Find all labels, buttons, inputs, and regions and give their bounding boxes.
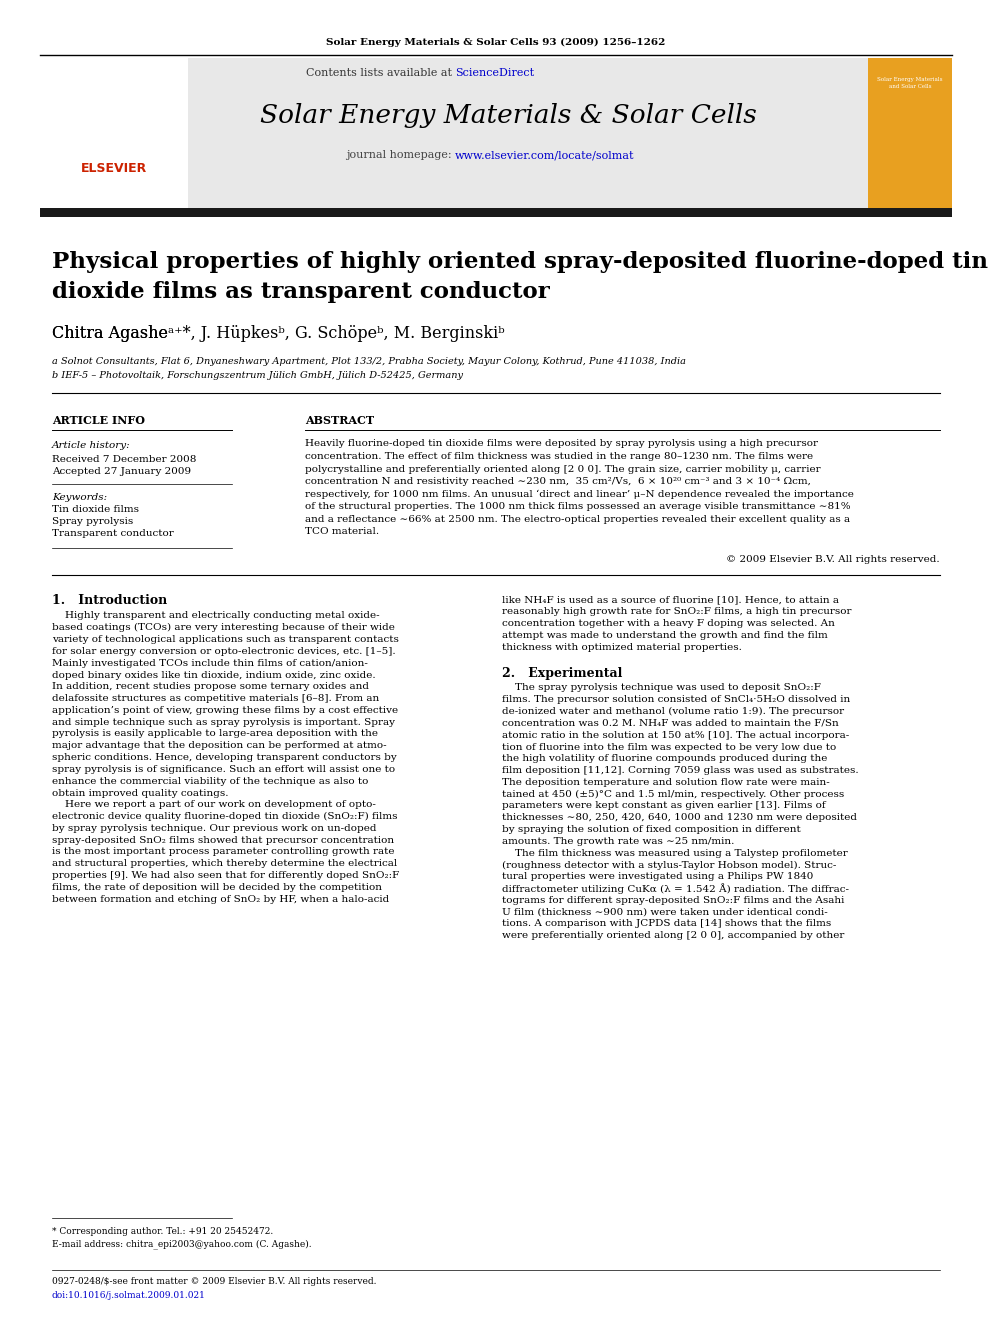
Text: spray-deposited SnO₂ films showed that precursor concentration: spray-deposited SnO₂ films showed that p… — [52, 836, 394, 844]
Text: thicknesses ∼80, 250, 420, 640, 1000 and 1230 nm were deposited: thicknesses ∼80, 250, 420, 640, 1000 and… — [502, 814, 857, 823]
Text: and a reflectance ∼66% at 2500 nm. The electro-optical properties revealed their: and a reflectance ∼66% at 2500 nm. The e… — [305, 515, 850, 524]
Text: ELSEVIER: ELSEVIER — [81, 161, 147, 175]
Text: diffractometer utilizing CuKα (λ = 1.542 Å) radiation. The diffrac-: diffractometer utilizing CuKα (λ = 1.542… — [502, 884, 849, 894]
Text: ABSTRACT: ABSTRACT — [305, 414, 374, 426]
Text: Solar Energy Materials: Solar Energy Materials — [877, 78, 942, 82]
Text: Tin dioxide films: Tin dioxide films — [52, 505, 139, 515]
Bar — [185, 58, 865, 210]
Text: films. The precursor solution consisted of SnCl₄·5H₂O dissolved in: films. The precursor solution consisted … — [502, 696, 850, 704]
Text: The deposition temperature and solution flow rate were main-: The deposition temperature and solution … — [502, 778, 829, 787]
Text: * Corresponding author. Tel.: +91 20 25452472.: * Corresponding author. Tel.: +91 20 254… — [52, 1228, 273, 1237]
Text: Received 7 December 2008: Received 7 December 2008 — [52, 455, 196, 463]
Text: tion of fluorine into the film was expected to be very low due to: tion of fluorine into the film was expec… — [502, 742, 836, 751]
Text: Spray pyrolysis: Spray pyrolysis — [52, 517, 133, 527]
Text: Highly transparent and electrically conducting metal oxide-: Highly transparent and electrically cond… — [52, 611, 380, 620]
Text: atomic ratio in the solution at 150 at% [10]. The actual incorpora-: atomic ratio in the solution at 150 at% … — [502, 730, 849, 740]
Text: In addition, recent studies propose some ternary oxides and: In addition, recent studies propose some… — [52, 683, 369, 692]
Text: respectively, for 1000 nm films. An unusual ‘direct and linear’ μ–N dependence r: respectively, for 1000 nm films. An unus… — [305, 490, 854, 499]
Text: tained at 450 (±5)°C and 1.5 ml/min, respectively. Other process: tained at 450 (±5)°C and 1.5 ml/min, res… — [502, 790, 844, 799]
Text: spheric conditions. Hence, developing transparent conductors by: spheric conditions. Hence, developing tr… — [52, 753, 397, 762]
Text: films, the rate of deposition will be decided by the competition: films, the rate of deposition will be de… — [52, 882, 382, 892]
Text: amounts. The growth rate was ∼25 nm/min.: amounts. The growth rate was ∼25 nm/min. — [502, 837, 734, 845]
Text: Accepted 27 January 2009: Accepted 27 January 2009 — [52, 467, 191, 475]
Text: U film (thickness ∼900 nm) were taken under identical condi-: U film (thickness ∼900 nm) were taken un… — [502, 908, 827, 917]
Text: spray pyrolysis is of significance. Such an effort will assist one to: spray pyrolysis is of significance. Such… — [52, 765, 395, 774]
Text: concentration together with a heavy F doping was selected. An: concentration together with a heavy F do… — [502, 619, 835, 628]
Text: delafossite structures as competitive materials [6–8]. From an: delafossite structures as competitive ma… — [52, 695, 379, 703]
Text: dioxide films as transparent conductor: dioxide films as transparent conductor — [52, 280, 550, 303]
Text: and Solar Cells: and Solar Cells — [889, 85, 931, 90]
Text: b IEF-5 – Photovoltaik, Forschungszentrum Jülich GmbH, Jülich D-52425, Germany: b IEF-5 – Photovoltaik, Forschungszentru… — [52, 370, 463, 380]
Text: like NH₄F is used as a source of fluorine [10]. Hence, to attain a: like NH₄F is used as a source of fluorin… — [502, 595, 839, 605]
Text: electronic device quality fluorine-doped tin dioxide (SnO₂:F) films: electronic device quality fluorine-doped… — [52, 812, 398, 822]
Text: enhance the commercial viability of the technique as also to: enhance the commercial viability of the … — [52, 777, 368, 786]
Text: tural properties were investigated using a Philips PW 1840: tural properties were investigated using… — [502, 872, 813, 881]
Text: tograms for different spray-deposited SnO₂:F films and the Asahi: tograms for different spray-deposited Sn… — [502, 896, 844, 905]
Text: doi:10.1016/j.solmat.2009.01.021: doi:10.1016/j.solmat.2009.01.021 — [52, 1290, 206, 1299]
Text: the high volatility of fluorine compounds produced during the: the high volatility of fluorine compound… — [502, 754, 827, 763]
Text: by spray pyrolysis technique. Our previous work on un-doped: by spray pyrolysis technique. Our previo… — [52, 824, 377, 833]
Text: The film thickness was measured using a Talystep profilometer: The film thickness was measured using a … — [502, 848, 848, 857]
Text: concentration. The effect of film thickness was studied in the range 80–1230 nm.: concentration. The effect of film thickn… — [305, 452, 813, 460]
Text: Chitra Agashe: Chitra Agashe — [52, 325, 168, 343]
Text: pyrolysis is easily applicable to large-area deposition with the: pyrolysis is easily applicable to large-… — [52, 729, 378, 738]
Text: Mainly investigated TCOs include thin films of cation/anion-: Mainly investigated TCOs include thin fi… — [52, 659, 368, 668]
Text: major advantage that the deposition can be performed at atmo-: major advantage that the deposition can … — [52, 741, 387, 750]
Bar — [40, 208, 952, 217]
Text: film deposition [11,12]. Corning 7059 glass was used as substrates.: film deposition [11,12]. Corning 7059 gl… — [502, 766, 859, 775]
Text: properties [9]. We had also seen that for differently doped SnO₂:F: properties [9]. We had also seen that fo… — [52, 871, 399, 880]
Text: were preferentially oriented along [2 0 0], accompanied by other: were preferentially oriented along [2 0 … — [502, 931, 844, 941]
Text: between formation and etching of SnO₂ by HF, when a halo-acid: between formation and etching of SnO₂ by… — [52, 894, 389, 904]
Text: doped binary oxides like tin dioxide, indium oxide, zinc oxide.: doped binary oxides like tin dioxide, in… — [52, 671, 376, 680]
Text: E-mail address: chitra_epi2003@yahoo.com (C. Agashe).: E-mail address: chitra_epi2003@yahoo.com… — [52, 1240, 311, 1249]
Text: a Solnot Consultants, Flat 6, Dnyaneshwary Apartment, Plot 133/2, Prabha Society: a Solnot Consultants, Flat 6, Dnyaneshwa… — [52, 357, 686, 366]
Text: Transparent conductor: Transparent conductor — [52, 529, 174, 538]
Text: polycrystalline and preferentially oriented along [2 0 0]. The grain size, carri: polycrystalline and preferentially orien… — [305, 464, 820, 474]
Text: variety of technological applications such as transparent contacts: variety of technological applications su… — [52, 635, 399, 644]
Text: tions. A comparison with JCPDS data [14] shows that the films: tions. A comparison with JCPDS data [14]… — [502, 919, 831, 929]
Text: obtain improved quality coatings.: obtain improved quality coatings. — [52, 789, 228, 798]
Bar — [40, 58, 188, 210]
Bar — [40, 58, 952, 210]
Text: Solar Energy Materials & Solar Cells 93 (2009) 1256–1262: Solar Energy Materials & Solar Cells 93 … — [326, 37, 666, 46]
Text: 1.   Introduction: 1. Introduction — [52, 594, 168, 606]
Text: Contents lists available at: Contents lists available at — [306, 67, 455, 78]
Text: ScienceDirect: ScienceDirect — [455, 67, 534, 78]
Bar — [868, 58, 952, 210]
Text: based coatings (TCOs) are very interesting because of their wide: based coatings (TCOs) are very interesti… — [52, 623, 395, 632]
Text: of the structural properties. The 1000 nm thick films possessed an average visib: of the structural properties. The 1000 n… — [305, 501, 850, 511]
Text: Physical properties of highly oriented spray-deposited fluorine-doped tin: Physical properties of highly oriented s… — [52, 251, 988, 273]
Text: Here we report a part of our work on development of opto-: Here we report a part of our work on dev… — [52, 800, 376, 810]
Text: 2.   Experimental: 2. Experimental — [502, 667, 622, 680]
Text: Keywords:: Keywords: — [52, 492, 107, 501]
Text: Solar Energy Materials & Solar Cells: Solar Energy Materials & Solar Cells — [260, 102, 756, 127]
Text: is the most important process parameter controlling growth rate: is the most important process parameter … — [52, 848, 395, 856]
Text: by spraying the solution of fixed composition in different: by spraying the solution of fixed compos… — [502, 826, 801, 833]
Text: The spray pyrolysis technique was used to deposit SnO₂:F: The spray pyrolysis technique was used t… — [502, 684, 820, 692]
Text: Chitra Agasheᵃ⁺*, J. Hüpkesᵇ, G. Schöpeᵇ, M. Berginskiᵇ: Chitra Agasheᵃ⁺*, J. Hüpkesᵇ, G. Schöpeᵇ… — [52, 325, 505, 343]
Text: concentration was 0.2 M. NH₄F was added to maintain the F/Sn: concentration was 0.2 M. NH₄F was added … — [502, 718, 839, 728]
Text: parameters were kept constant as given earlier [13]. Films of: parameters were kept constant as given e… — [502, 802, 825, 811]
Text: and structural properties, which thereby determine the electrical: and structural properties, which thereby… — [52, 860, 397, 868]
Text: concentration N and resistivity reached ∼230 nm,  35 cm²/Vs,  6 × 10²⁰ cm⁻³ and : concentration N and resistivity reached … — [305, 478, 810, 486]
Text: Article history:: Article history: — [52, 442, 131, 451]
Text: TCO material.: TCO material. — [305, 527, 379, 536]
Text: Heavily fluorine-doped tin dioxide films were deposited by spray pyrolysis using: Heavily fluorine-doped tin dioxide films… — [305, 439, 818, 448]
Text: for solar energy conversion or opto-electronic devices, etc. [1–5].: for solar energy conversion or opto-elec… — [52, 647, 396, 656]
Text: reasonably high growth rate for SnO₂:F films, a high tin precursor: reasonably high growth rate for SnO₂:F f… — [502, 607, 851, 617]
Text: 0927-0248/$-see front matter © 2009 Elsevier B.V. All rights reserved.: 0927-0248/$-see front matter © 2009 Else… — [52, 1278, 377, 1286]
Text: attempt was made to understand the growth and find the film: attempt was made to understand the growt… — [502, 631, 827, 640]
Text: de-ionized water and methanol (volume ratio 1:9). The precursor: de-ionized water and methanol (volume ra… — [502, 706, 844, 716]
Text: ARTICLE INFO: ARTICLE INFO — [52, 414, 145, 426]
Text: © 2009 Elsevier B.V. All rights reserved.: © 2009 Elsevier B.V. All rights reserved… — [726, 556, 940, 565]
Text: www.elsevier.com/locate/solmat: www.elsevier.com/locate/solmat — [455, 149, 635, 160]
Text: thickness with optimized material properties.: thickness with optimized material proper… — [502, 643, 742, 652]
Text: (roughness detector with a stylus-Taylor Hobson model). Struc-: (roughness detector with a stylus-Taylor… — [502, 860, 836, 869]
Text: journal homepage:: journal homepage: — [346, 149, 455, 160]
Text: and simple technique such as spray pyrolysis is important. Spray: and simple technique such as spray pyrol… — [52, 717, 395, 726]
Text: application’s point of view, growing these films by a cost effective: application’s point of view, growing the… — [52, 706, 398, 714]
